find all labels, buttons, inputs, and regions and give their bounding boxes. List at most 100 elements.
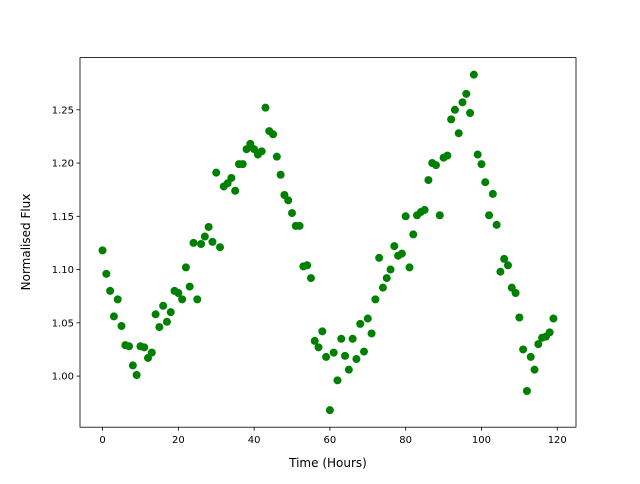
data-point — [261, 103, 270, 112]
y-tick-label: 1.20 — [52, 159, 74, 170]
data-point — [306, 274, 315, 283]
data-point — [212, 168, 221, 177]
data-point — [174, 288, 183, 297]
data-point — [166, 308, 175, 317]
data-point — [272, 152, 281, 161]
data-point — [227, 173, 236, 182]
data-point — [409, 230, 418, 239]
data-point — [515, 313, 524, 322]
data-point — [473, 150, 482, 159]
data-point — [454, 129, 463, 138]
data-point — [204, 222, 213, 231]
x-tick-label: 0 — [99, 435, 105, 446]
data-point — [318, 327, 327, 336]
data-point — [420, 205, 429, 214]
data-point — [488, 189, 497, 198]
data-point — [344, 365, 353, 374]
data-point — [485, 211, 494, 220]
data-point — [424, 176, 433, 185]
x-tick-label: 80 — [399, 435, 412, 446]
data-point — [132, 371, 141, 380]
data-point — [197, 239, 206, 248]
data-point — [310, 336, 319, 345]
data-point — [200, 232, 209, 241]
data-point — [397, 249, 406, 258]
data-point — [371, 295, 380, 304]
data-point — [106, 286, 115, 295]
data-point — [102, 269, 111, 278]
data-point — [128, 361, 137, 370]
data-point — [549, 314, 558, 323]
data-point — [288, 209, 297, 218]
data-point — [151, 310, 160, 319]
data-point — [113, 295, 122, 304]
data-point — [462, 89, 471, 98]
data-point — [481, 178, 490, 187]
data-point — [117, 322, 126, 331]
data-point — [303, 261, 312, 270]
data-point — [98, 246, 107, 255]
x-axis-ticks: 0 20 40 60 80 100 120 — [99, 427, 567, 446]
data-point — [185, 282, 194, 291]
y-axis-label: Normalised Flux — [19, 194, 33, 291]
data-point — [526, 352, 535, 361]
x-tick-label: 40 — [248, 435, 261, 446]
x-tick-label: 20 — [172, 435, 185, 446]
data-point — [162, 317, 171, 326]
data-point — [352, 355, 361, 364]
data-point — [155, 323, 164, 332]
data-point — [125, 342, 134, 351]
data-point — [435, 211, 444, 220]
data-point — [386, 265, 395, 274]
data-point — [534, 340, 543, 349]
data-point — [238, 160, 247, 169]
x-tick-label: 120 — [548, 435, 567, 446]
data-point — [477, 160, 486, 169]
data-point — [257, 147, 266, 156]
data-point — [109, 312, 118, 321]
y-tick-label: 1.25 — [52, 105, 74, 116]
data-point — [147, 348, 156, 357]
data-point — [390, 242, 399, 251]
data-point — [447, 115, 456, 124]
y-tick-label: 1.00 — [52, 372, 74, 383]
data-point — [530, 365, 539, 374]
data-point — [314, 343, 323, 352]
data-point — [519, 345, 528, 354]
y-tick-label: 1.05 — [52, 318, 74, 329]
data-point — [466, 108, 475, 117]
y-axis-ticks: 1.00 1.05 1.10 1.15 1.20 1.25 — [52, 105, 80, 383]
data-point — [492, 220, 501, 229]
data-point — [458, 98, 467, 107]
data-point — [269, 130, 278, 139]
data-point — [443, 151, 452, 160]
data-point — [378, 283, 387, 292]
data-point — [348, 334, 357, 343]
data-point — [178, 295, 187, 304]
data-point — [450, 105, 459, 114]
data-point — [359, 347, 368, 356]
data-point — [181, 263, 190, 272]
data-point — [356, 319, 365, 328]
x-tick-label: 60 — [324, 435, 337, 446]
data-point — [382, 274, 391, 283]
data-point — [375, 253, 384, 262]
data-point — [431, 161, 440, 170]
data-point — [208, 237, 217, 246]
data-point — [329, 348, 338, 357]
data-point — [405, 263, 414, 272]
y-tick-label: 1.15 — [52, 212, 74, 223]
data-point — [159, 301, 168, 310]
data-point — [545, 328, 554, 337]
data-point — [193, 295, 202, 304]
data-point — [189, 238, 198, 247]
data-point — [496, 267, 505, 276]
y-tick-label: 1.10 — [52, 265, 74, 276]
data-point — [333, 376, 342, 385]
data-point — [341, 351, 350, 360]
data-point — [284, 196, 293, 205]
data-point — [337, 334, 346, 343]
data-point — [295, 221, 304, 230]
x-tick-label: 100 — [472, 435, 491, 446]
